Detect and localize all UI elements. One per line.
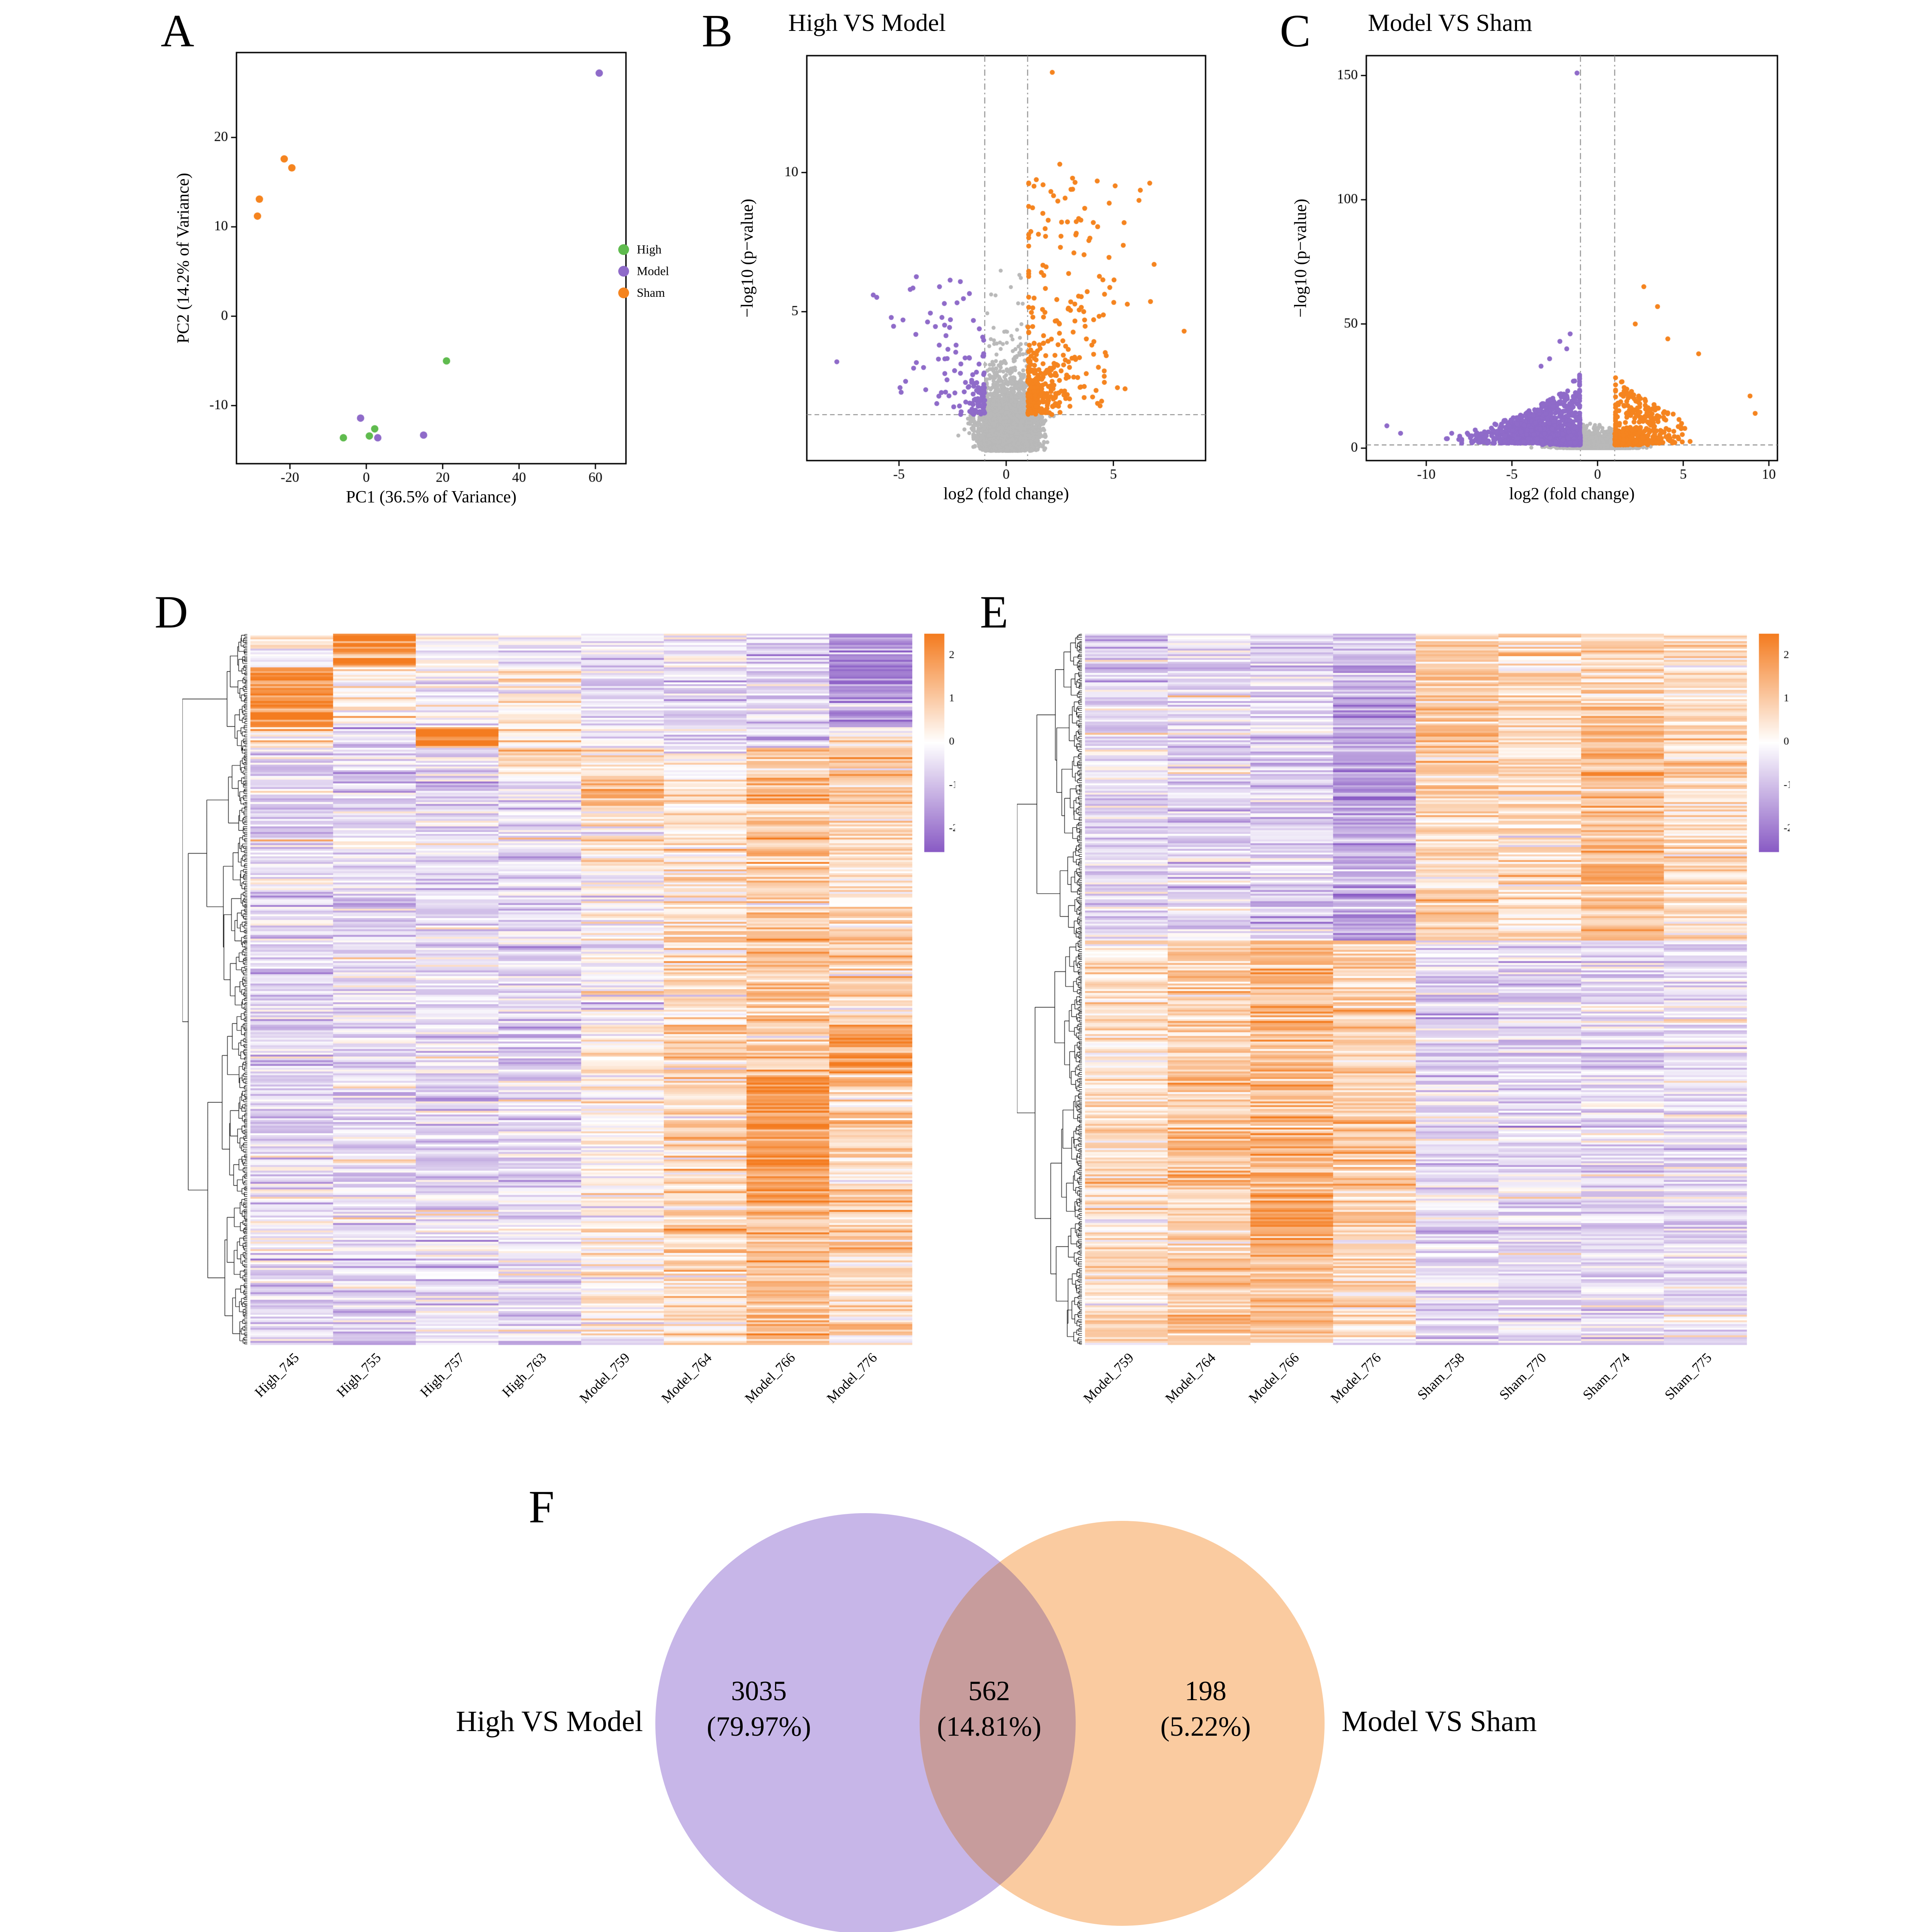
legend-item-model: Model [618,260,669,281]
venn-overlap: 562 (14.81%) [896,1674,1082,1746]
venn-overlap-region [919,1562,1076,1885]
volcano-c-y-axis-title: −log10 (p−value) [1292,199,1311,318]
legend-swatch-high-icon [618,243,629,254]
panel-c: C Model VS Sham log2 (fold change) −log1… [1236,6,1824,539]
panel-e: E Model_759 Model_764 Model_766 Model_776 Sh… [980,584,1855,1465]
heatmap-high-model-canvas [182,631,955,1357]
pca-legend: High Model Sham [618,238,669,303]
venn-overlap-count: 562 [968,1675,1010,1706]
pca-x-axis-title: PC1 (36.5% of Variance) [346,488,517,507]
volcano-b-title: High VS Model [788,11,946,37]
volcano-c-title: Model VS Sham [1368,11,1532,37]
venn-left-only: 3035 (79.97%) [666,1674,852,1746]
pca-scatter-canvas [168,40,632,504]
volcano-c-x-axis-title: log2 (fold change) [1509,485,1635,504]
legend-item-high: High [618,238,669,260]
venn-left-percent: (79.97%) [707,1711,811,1743]
legend-item-sham: Sham [618,281,669,303]
venn-right-only: 198 (5.22%) [1113,1674,1298,1746]
panel-f: F High VS Model Model VS Sham 3035 (79.9… [371,1476,1607,1932]
heatmap-model-sham-canvas [1017,631,1790,1357]
legend-label-high: High [637,242,662,256]
volcano-high-vs-model-canvas [726,40,1221,504]
panel-b: B High VS Model log2 (fold change) −log1… [680,6,1236,539]
panel-f-label: F [529,1482,554,1533]
panel-a: A PC1 (36.5% of Variance) PC2 (14.2% of … [147,6,703,539]
legend-label-model: Model [637,264,669,277]
panel-d-label: D [155,587,188,638]
venn-diagram [655,1513,1325,1932]
venn-right-percent: (5.22%) [1160,1711,1251,1743]
venn-right-count: 198 [1185,1675,1226,1706]
legend-swatch-sham-icon [618,287,629,298]
venn-right-label: Model VS Sham [1342,1706,1537,1739]
pca-y-axis-title: PC2 (14.2% of Variance) [175,173,193,344]
volcano-b-x-axis-title: log2 (fold change) [943,485,1069,504]
venn-overlap-percent: (14.81%) [937,1711,1041,1743]
legend-label-sham: Sham [637,285,665,299]
volcano-b-y-axis-title: −log10 (p−value) [739,199,757,318]
venn-left-label: High VS Model [456,1706,643,1739]
panel-d: D High_745 High_755 High_757 High_763 Model_… [155,584,1020,1465]
panel-e-label: E [980,587,1009,638]
volcano-model-vs-sham-canvas [1283,40,1793,504]
legend-swatch-model-icon [618,265,629,276]
venn-left-count: 3035 [731,1675,787,1706]
